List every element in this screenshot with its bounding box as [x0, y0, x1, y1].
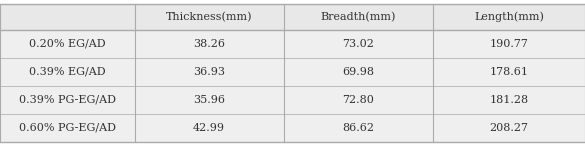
Text: Thickness(mm): Thickness(mm): [166, 12, 252, 22]
Bar: [0, 114, 135, 142]
Text: 73.02: 73.02: [342, 39, 374, 49]
Bar: [433, 114, 585, 142]
Text: 208.27: 208.27: [490, 123, 528, 133]
Text: 69.98: 69.98: [342, 67, 374, 77]
Text: 190.77: 190.77: [490, 39, 528, 49]
Bar: [433, 30, 585, 58]
Text: 36.93: 36.93: [193, 67, 225, 77]
Bar: [0, 58, 135, 86]
Text: 38.26: 38.26: [193, 39, 225, 49]
Text: 42.99: 42.99: [193, 123, 225, 133]
Text: Breadth(mm): Breadth(mm): [321, 12, 396, 22]
Text: 181.28: 181.28: [490, 95, 528, 105]
Text: 86.62: 86.62: [342, 123, 374, 133]
Text: 35.96: 35.96: [193, 95, 225, 105]
Text: 0.39% PG-EG/AD: 0.39% PG-EG/AD: [19, 95, 116, 105]
Bar: [433, 86, 585, 114]
Bar: [135, 30, 284, 58]
Text: 72.80: 72.80: [342, 95, 374, 105]
Bar: [135, 58, 284, 86]
Bar: [135, 86, 284, 114]
Bar: [284, 30, 433, 58]
Bar: [284, 58, 433, 86]
Bar: [0, 30, 135, 58]
Bar: [433, 58, 585, 86]
Bar: [135, 114, 284, 142]
Text: Length(mm): Length(mm): [474, 12, 544, 22]
Bar: [433, 4, 585, 30]
Bar: [0, 4, 135, 30]
Bar: [284, 86, 433, 114]
Text: 0.20% EG/AD: 0.20% EG/AD: [29, 39, 105, 49]
Text: 0.39% EG/AD: 0.39% EG/AD: [29, 67, 105, 77]
Text: 0.60% PG-EG/AD: 0.60% PG-EG/AD: [19, 123, 116, 133]
Bar: [0, 86, 135, 114]
Bar: [284, 4, 433, 30]
Bar: [135, 4, 284, 30]
Bar: [284, 114, 433, 142]
Text: 178.61: 178.61: [490, 67, 528, 77]
